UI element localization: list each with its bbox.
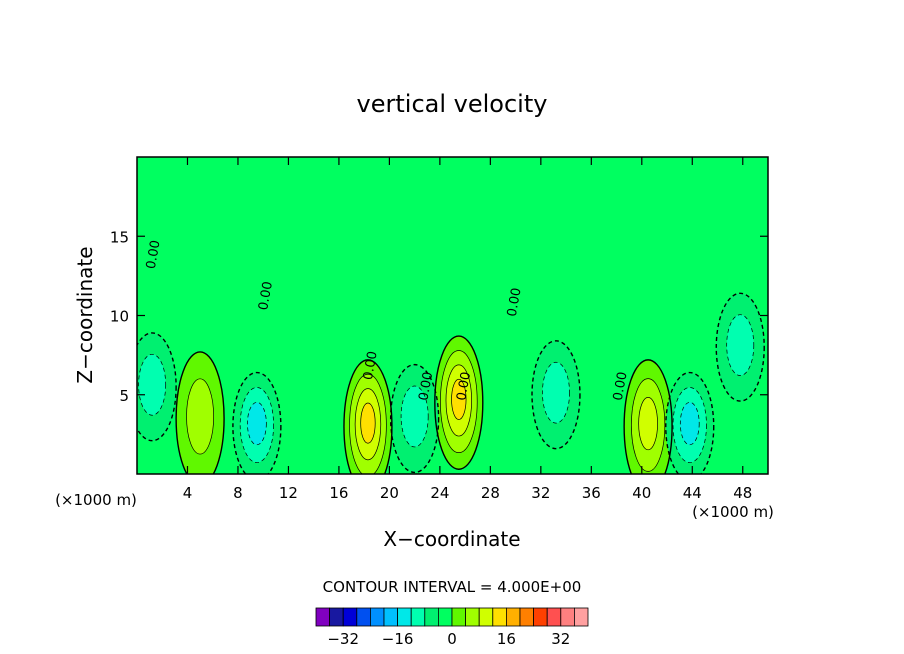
x-tick-label: 20 (380, 484, 399, 502)
contour-value-label: 0.00 (611, 371, 631, 402)
contour-line (247, 401, 267, 446)
colorbar-swatch (410, 607, 426, 627)
y-tick-label: 15 (110, 228, 129, 246)
downdraft-contour (680, 402, 700, 445)
x-unit-label-left: (×1000 m) (55, 491, 137, 509)
contour-line (389, 363, 440, 474)
chart-title: vertical velocity (357, 90, 548, 118)
x-axis-ticks: 4 8 12 16 20 24 28 32 36 40 44 48 (183, 157, 752, 502)
colorbar-swatch (505, 607, 521, 627)
colorbar-swatch (397, 607, 412, 627)
colorbar (315, 607, 589, 627)
contour-line (349, 373, 387, 474)
contour-line (440, 350, 478, 454)
updraft-contour (451, 379, 467, 420)
contour-line (232, 371, 282, 474)
colorbar-swatch (356, 607, 371, 627)
colorbar-swatch (451, 607, 467, 627)
contour-line (726, 314, 755, 376)
x-tick-label: 24 (430, 484, 449, 502)
colorbar-swatch (424, 607, 439, 627)
colorbar-tick-label: 32 (551, 630, 570, 648)
colorbar-swatch (546, 607, 562, 627)
contour-line (354, 388, 382, 461)
contour-value-label: 0.00 (144, 239, 164, 270)
contour-line (434, 335, 484, 470)
contour-line (451, 378, 467, 420)
x-tick-label: 40 (632, 484, 651, 502)
x-tick-label: 4 (183, 484, 193, 502)
contour-value-label: 0.00 (454, 371, 474, 402)
downdraft-contour (542, 362, 570, 424)
x-unit-label-right: (×1000 m) (692, 503, 774, 521)
contour-line (638, 396, 658, 451)
colorbar-swatch (437, 607, 453, 627)
colorbar-swatch (342, 607, 358, 627)
colorbar-tick-labels: −32 −16 0 16 32 (327, 630, 570, 648)
contour-line (631, 378, 666, 472)
colorbar-swatch (519, 607, 535, 627)
contour-line (239, 387, 274, 463)
contour-line (672, 387, 707, 463)
contour-line (715, 292, 765, 402)
plot-area (137, 157, 768, 474)
updraft-contour (360, 403, 376, 444)
x-tick-label: 8 (233, 484, 243, 502)
colorbar-swatch (560, 607, 575, 627)
colorbar-tick-label: −32 (327, 630, 359, 648)
contour-line (445, 364, 472, 437)
colorbar-swatch (574, 607, 589, 627)
y-axis-label: Z−coordinate (73, 246, 97, 383)
contour-line (343, 359, 393, 474)
colorbar-swatch (329, 607, 344, 627)
downdraft-contour (138, 354, 166, 416)
x-tick-label: 28 (481, 484, 500, 502)
contour-line (679, 401, 700, 446)
x-tick-label: 36 (582, 484, 601, 502)
contour-interval-label: CONTOUR INTERVAL = 4.000E+00 (323, 578, 582, 596)
colorbar-swatch (383, 607, 399, 627)
colorbar-swatch (465, 607, 480, 627)
x-tick-label: 32 (531, 484, 550, 502)
contour-line (137, 332, 177, 442)
x-tick-label: 48 (733, 484, 752, 502)
contour-value-label: 0.00 (505, 287, 525, 318)
y-tick-label: 10 (110, 308, 129, 326)
contour-line (360, 402, 376, 444)
colorbar-swatch (533, 607, 548, 627)
contour-line (138, 353, 167, 416)
downdraft-contour (401, 385, 429, 447)
x-axis-label: X−coordinate (383, 527, 520, 551)
colorbar-tick-label: −16 (382, 630, 414, 648)
colorbar-tick-label: 16 (497, 630, 516, 648)
contour-line (531, 340, 581, 450)
updraft-contour (186, 378, 214, 455)
colorbar-tick-label: 0 (447, 630, 457, 648)
contour-value-label: 0.00 (361, 350, 381, 381)
contour-label-layer: 0.00 0.00 0.00 0.00 0.00 0.00 0.00 (144, 239, 631, 402)
contour-line (665, 371, 715, 474)
colorbar-swatch (492, 607, 507, 627)
y-axis-ticks: 5 10 15 (110, 228, 768, 405)
x-tick-label: 16 (329, 484, 348, 502)
colorbar-swatch (478, 607, 494, 627)
contour-value-label: 0.00 (256, 280, 276, 311)
downdraft-contour (726, 314, 754, 376)
contour-line-layer (137, 292, 765, 474)
x-tick-label: 44 (683, 484, 702, 502)
contour-line (175, 351, 225, 474)
contour-line (186, 378, 215, 455)
contour-line (542, 361, 570, 424)
x-tick-label: 12 (279, 484, 298, 502)
contour-line (623, 359, 673, 474)
downdraft-contour (247, 402, 267, 445)
contour-line (400, 385, 429, 448)
y-tick-label: 5 (119, 387, 129, 405)
colorbar-swatch (315, 607, 331, 627)
colorbar-swatch (369, 607, 385, 627)
contour-value-label: 0.00 (416, 371, 436, 402)
updraft-contour (638, 397, 658, 450)
